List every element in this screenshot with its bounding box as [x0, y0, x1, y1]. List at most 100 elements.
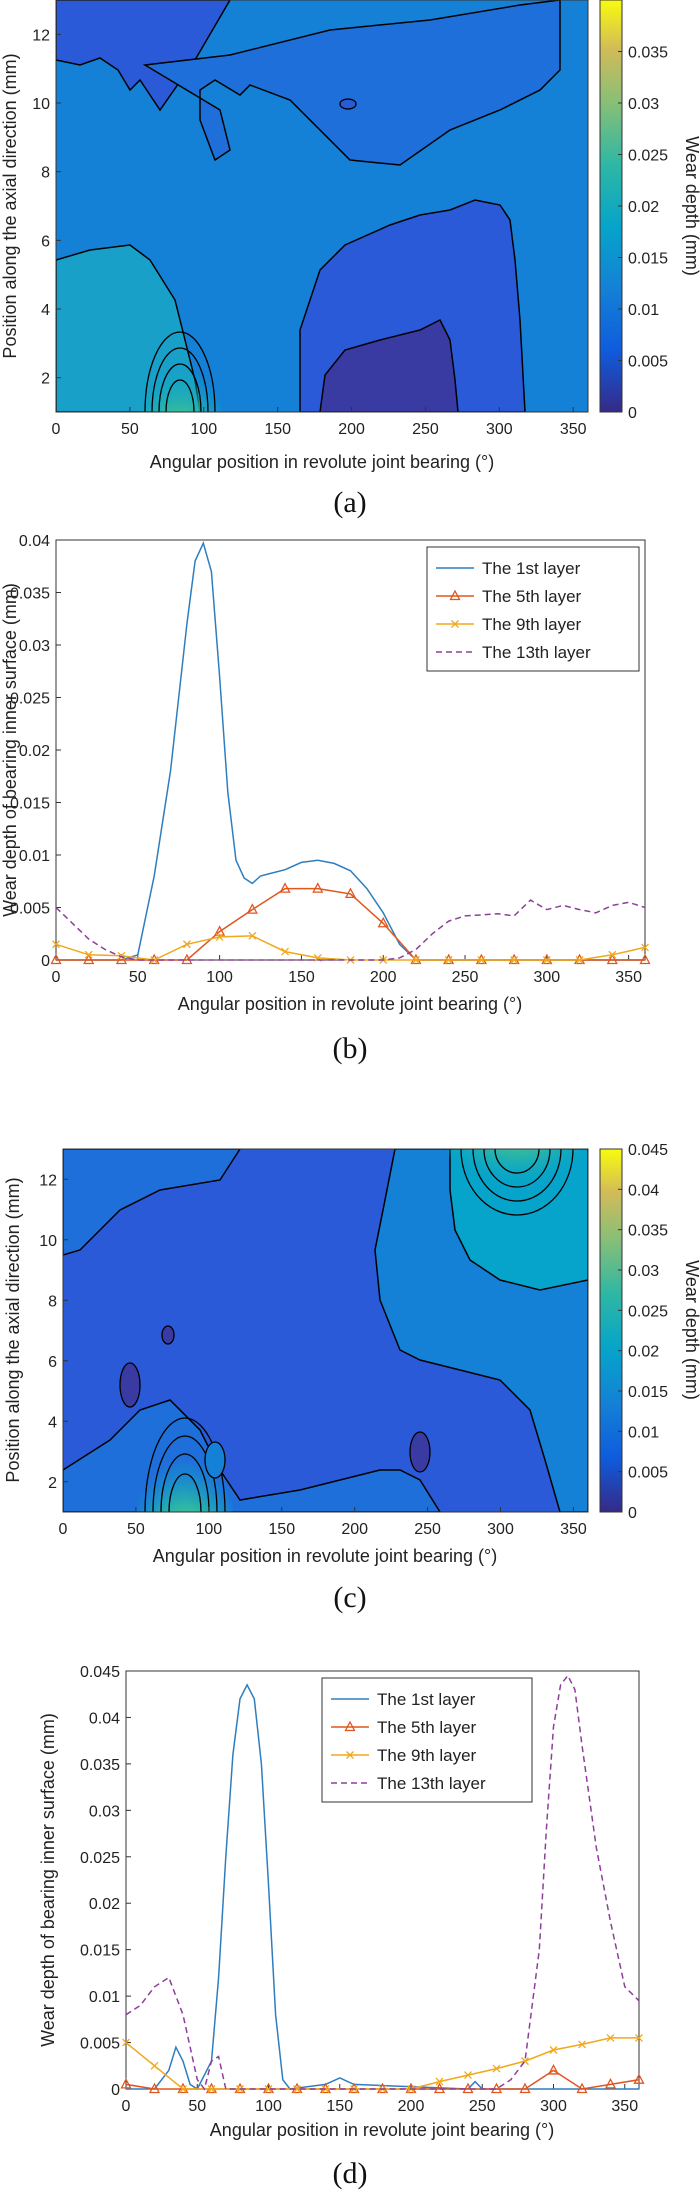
series-marker: [179, 2085, 187, 2093]
x-tick-label: 200: [341, 1521, 368, 1538]
y-tick-label: 0.025: [10, 691, 50, 708]
heatmap-c-peak-left-ring-2: [152, 1435, 218, 1512]
heatmap-a-y-ticks: 2 4 6 8 10 12: [32, 27, 61, 388]
legend-label: The 5th layer: [482, 587, 582, 606]
linechart-b-series: [50, 541, 651, 965]
y-tick-label: 0.03: [89, 1803, 120, 1820]
x-tick-label: 100: [190, 421, 217, 438]
panel-b: 0 50 100 150 200 250 300 350 0 0.005 0.01 0.015 0.0…: [0, 533, 651, 1065]
x-tick-label: 350: [560, 1521, 587, 1538]
series-marker: [281, 947, 290, 956]
heatmap-c-colorbar: [599, 1148, 623, 1513]
x-tick-label: 350: [615, 969, 642, 986]
series-marker: [575, 956, 584, 964]
series-marker: [83, 953, 95, 965]
colorbar-tick-label: 0.02: [628, 1344, 659, 1361]
y-tick-label: 8: [41, 165, 50, 182]
x-tick-label: 50: [121, 421, 139, 438]
series-marker: [606, 2033, 615, 2042]
series-line-1: [126, 1683, 639, 2091]
series-marker: [344, 887, 357, 898]
linechart-d-series: [120, 1674, 645, 2094]
x-tick-label: 250: [414, 1521, 441, 1538]
heatmap-a-region-mid-top: [142, 0, 561, 166]
heatmap-c-low-spot-1: [119, 1362, 141, 1408]
colorbar-tick-label: 0.025: [628, 1303, 668, 1320]
y-tick-label: 0.015: [10, 796, 50, 813]
heatmap-c-frame: [62, 1148, 589, 1513]
x-tick-label: 0: [52, 421, 61, 438]
series-marker: [464, 2071, 472, 2080]
heatmap-a-contour-ring-2: [151, 347, 209, 412]
heatmap-c-peak-right-ring-2: [472, 1149, 562, 1202]
colorbar-tick-label: 0.005: [628, 1465, 668, 1482]
series-line-1: [56, 541, 645, 961]
heatmap-c-field: [63, 1149, 588, 1512]
series-marker: [312, 882, 324, 893]
heatmap-c-peak-left-ring-3: [160, 1453, 210, 1512]
series-marker: [604, 2077, 617, 2089]
legend-label: The 1st layer: [377, 1690, 476, 1709]
heatmap-c-peak-right: [447, 1149, 587, 1229]
colorbar-tick-label: 0.045: [628, 1142, 668, 1159]
x-tick-label: 50: [129, 969, 147, 986]
x-tick-label: 350: [611, 2098, 638, 2115]
series-marker: [293, 2085, 301, 2093]
series-marker: [633, 2073, 645, 2084]
heatmap-a-colorbar-label: Wear depth (mm): [682, 136, 700, 276]
heatmap-a-field: [56, 0, 588, 412]
y-tick-label: 4: [41, 302, 50, 319]
series-marker: [246, 903, 258, 914]
panel-d-label: (d): [333, 2157, 368, 2190]
y-tick-label: 0.02: [19, 743, 50, 760]
y-tick-label: 6: [41, 233, 50, 250]
linechart-d-ylabel: Wear depth of bearing inner surface (mm): [38, 1713, 58, 2047]
series-marker: [377, 916, 389, 928]
series-marker: [444, 956, 453, 964]
heatmap-c-ylabel: Position along the axial direction (mm): [3, 1177, 23, 1482]
heatmap-c-peak-left-ring-1: [144, 1417, 226, 1512]
series-marker: [150, 2061, 159, 2070]
linechart-b-x-ticks: 0 50 100 150 200 250 300 350: [52, 955, 642, 986]
legend-label: The 9th layer: [377, 1746, 477, 1765]
heatmap-a-x-ticks: 0 50 100 150 200 250 300 350: [52, 407, 587, 438]
colorbar-tick-label: 0.015: [628, 251, 668, 268]
heatmap-a-colorbar-ticks: 0 0.005 0.01 0.015 0.02 0.025 0.03 0.035: [618, 45, 668, 422]
series-line-4: [125, 1674, 640, 2091]
colorbar-tick-label: 0.01: [628, 302, 659, 319]
colorbar-tick-label: 0.035: [628, 45, 668, 62]
y-tick-label: 0.005: [80, 2036, 120, 2053]
y-tick-label: 10: [32, 96, 50, 113]
x-tick-label: 0: [59, 1521, 68, 1538]
series-marker: [606, 953, 618, 965]
colorbar-tick-label: 0.04: [628, 1182, 659, 1199]
colorbar-tick-label: 0: [628, 1505, 637, 1522]
series-marker: [148, 2082, 161, 2094]
linechart-b-y-ticks: 0 0.005 0.01 0.015 0.02 0.025 0.03 0.035 0.04: [10, 533, 61, 970]
series-marker: [477, 956, 486, 964]
y-tick-label: 0.01: [89, 1989, 120, 2006]
x-tick-label: 250: [452, 969, 479, 986]
heatmap-c-colorbar-ticks: 0 0.005 0.01 0.015 0.02 0.025 0.03 0.035 0.04 0.0…: [618, 1142, 668, 1522]
x-tick-label: 200: [370, 969, 397, 986]
heatmap-a-xlabel: Angular position in revolute joint beari…: [150, 452, 494, 472]
linechart-d-legend: The 1st layer The 5th layer The 9th layer T…: [321, 1677, 533, 1803]
series-marker: [435, 2077, 444, 2086]
series-marker: [578, 2040, 586, 2049]
linechart-b-legend: The 1st layer The 5th layer The 9th layer T…: [426, 546, 640, 672]
colorbar-tick-label: 0.015: [628, 1384, 668, 1401]
series-marker: [510, 956, 519, 964]
heatmap-c-peak-right-ring-4: [494, 1149, 540, 1174]
legend-label: The 5th layer: [377, 1718, 477, 1737]
heatmap-a-frame: [55, 0, 589, 413]
y-tick-label: 2: [48, 1475, 57, 1492]
y-tick-label: 0.025: [80, 1850, 120, 1867]
legend-label: The 13th layer: [482, 643, 591, 662]
heatmap-c-mid-spot: [204, 1441, 226, 1479]
heatmap-a-contour-ring-3: [158, 363, 202, 412]
x-tick-label: 300: [487, 1521, 514, 1538]
y-tick-label: 0.01: [19, 848, 50, 865]
heatmap-c-peak-left-ring-4: [168, 1473, 202, 1512]
legend-label: The 1st layer: [482, 559, 581, 578]
heatmap-a-ylabel: Position along the axial direction (mm): [0, 53, 20, 358]
